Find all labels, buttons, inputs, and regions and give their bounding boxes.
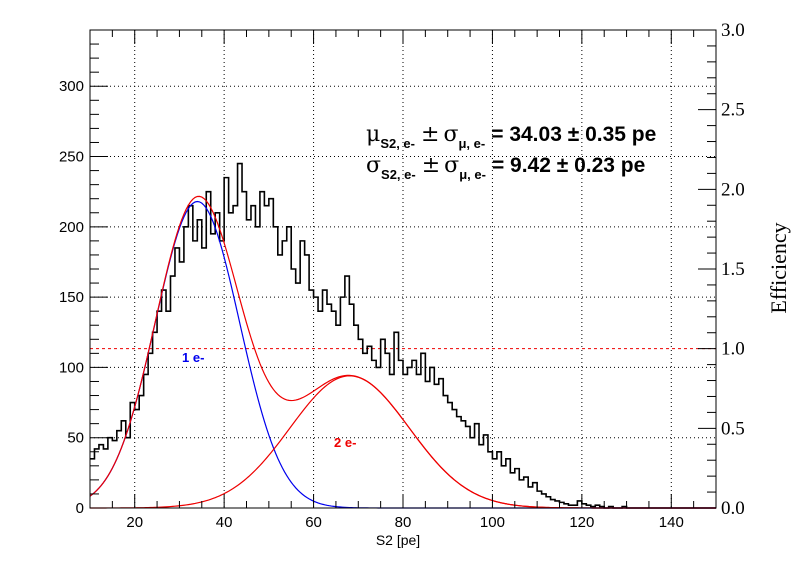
x-tick-label: 120 [569, 514, 594, 531]
sigma-sigma-symbol: σ [444, 153, 459, 178]
mu-sigma-subscript: μ, e- [458, 136, 485, 151]
y2-tick-label: 0.0 [721, 498, 745, 519]
mu-subscript: S2, e- [380, 136, 415, 151]
y2-axis-title: Efficiency [766, 222, 791, 313]
sigma-stat-annotation: σS2, e- ± σμ, e- = 9.42 ± 0.23 pe [366, 153, 645, 182]
y2-tick-label: 3.0 [721, 20, 745, 41]
sigma-pm: ± [422, 153, 440, 178]
mu-sigma-symbol: σ [443, 122, 458, 147]
sigma-sigma-subscript: μ, e- [459, 167, 486, 182]
y-tick-label: 100 [59, 359, 84, 376]
y-tick-label: 50 [67, 430, 84, 447]
mu-value: = 34.03 ± 0.35 pe [491, 123, 656, 146]
histogram [90, 162, 716, 509]
y-axis: 0 50 100 150 200 250 300 [59, 29, 108, 517]
y2-tick-label: 2.5 [721, 100, 745, 121]
mean-stat-annotation: μS2, e- ± σμ, e- = 34.03 ± 0.35 pe [366, 122, 656, 151]
x-tick-label: 20 [126, 514, 143, 531]
x-tick-label: 60 [305, 514, 322, 531]
svg-text:σS2, e-±σμ, e-= 9.42 ± 0.23 pe: σS2, e- ± σμ, e- = 9.42 ± 0.23 pe [366, 153, 645, 182]
x-axis: 20 40 60 80 100 120 140 [89, 30, 717, 531]
sigma-subscript: S2, e- [381, 167, 416, 182]
y-tick-label: 200 [59, 219, 84, 236]
y-tick-label: 250 [59, 149, 84, 166]
histogram-step-line [90, 162, 716, 509]
label-1e: 1 e- [182, 350, 204, 365]
y2-tick-label: 0.5 [721, 418, 745, 439]
y-tick-label: 150 [59, 289, 84, 306]
mu-pm: ± [421, 122, 439, 147]
x-tick-label: 100 [480, 514, 505, 531]
y2-tick-label: 1.0 [721, 339, 745, 360]
x-axis-title: S2 [pe] [376, 532, 420, 548]
x-tick-label: 140 [659, 514, 684, 531]
label-2e: 2 e- [334, 435, 356, 450]
x-tick-label: 40 [216, 514, 233, 531]
y2-tick-label: 2.0 [721, 179, 745, 200]
y-tick-label: 300 [59, 78, 84, 95]
x-tick-label: 80 [395, 514, 412, 531]
sigma-symbol: σ [366, 153, 381, 178]
y2-axis: 0.0 0.5 1.0 1.5 2.0 2.5 3.0 [698, 20, 745, 519]
sigma-value: = 9.42 ± 0.23 pe [492, 154, 645, 177]
y2-tick-label: 1.5 [721, 259, 745, 280]
mu-symbol: μ [366, 122, 380, 147]
y-tick-label: 0 [76, 500, 84, 517]
svg-text:μS2, e-±σμ, e-= 34.03 ± 0.35 p: μS2, e- ± σμ, e- = 34.03 ± 0.35 pe [366, 122, 656, 151]
